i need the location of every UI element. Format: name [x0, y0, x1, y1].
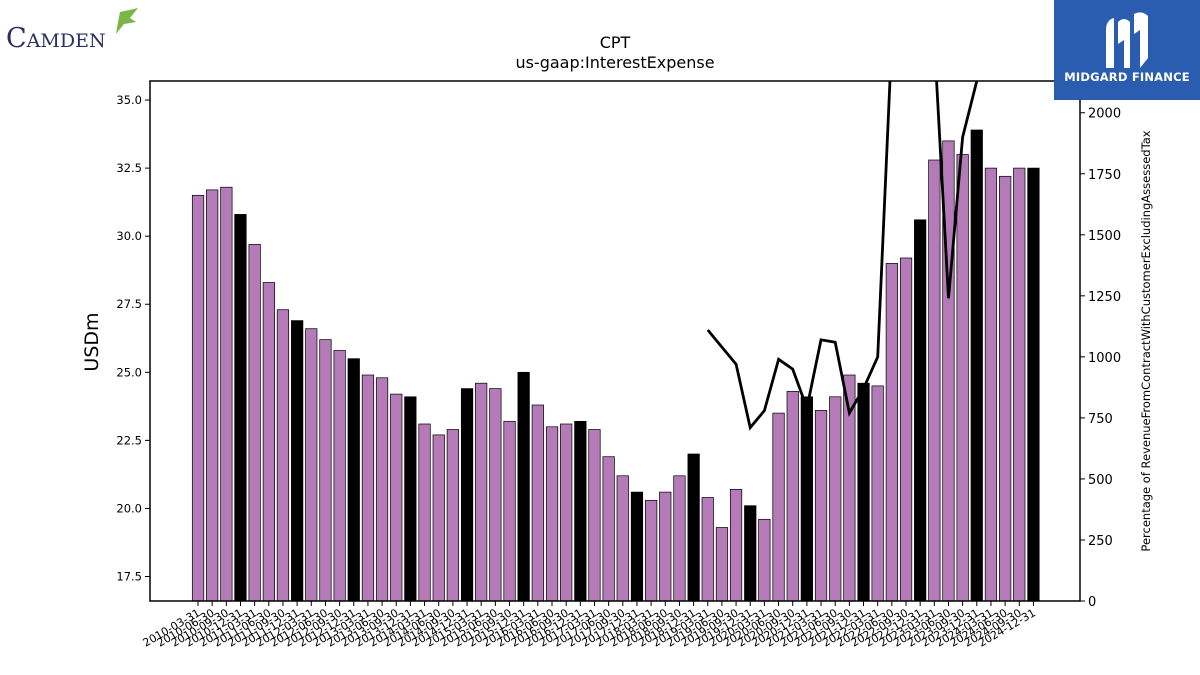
bar	[899, 257, 913, 602]
bar	[319, 339, 332, 602]
y2-tick-label: 750	[1088, 412, 1113, 427]
bar	[206, 189, 219, 602]
bar	[531, 404, 544, 602]
bar	[560, 423, 573, 602]
bar	[574, 420, 587, 602]
bar	[616, 475, 629, 602]
bar	[234, 214, 247, 602]
y2-tick-label: 250	[1088, 534, 1113, 549]
chart-subtitle: us-gaap:InterestExpense	[515, 53, 714, 72]
bar	[970, 129, 983, 602]
bar	[432, 434, 445, 602]
bar	[333, 350, 346, 602]
plot-frame	[149, 80, 1081, 602]
bar	[645, 499, 658, 602]
line-group	[706, 81, 979, 431]
bar	[446, 429, 459, 602]
bar	[829, 396, 842, 602]
bar	[588, 429, 601, 602]
bar	[800, 396, 813, 602]
bar	[729, 489, 743, 602]
bar	[262, 282, 275, 602]
y2-tick-label: 1500	[1088, 229, 1121, 244]
y-tick-label: 27.5	[116, 297, 142, 311]
bar	[984, 167, 998, 602]
bar	[291, 320, 304, 602]
bar	[1027, 167, 1040, 602]
bar	[758, 518, 771, 602]
bar	[390, 393, 403, 602]
y-tick-label: 25.0	[116, 365, 142, 379]
bar	[545, 426, 559, 602]
bar	[659, 491, 672, 602]
y-tick-label: 20.0	[116, 501, 142, 515]
bar	[460, 388, 474, 602]
bar	[503, 420, 516, 602]
bar	[914, 219, 927, 602]
bar	[220, 186, 233, 602]
camden-logo-text: Camden	[6, 23, 106, 54]
y-axis-label: USDm	[81, 312, 103, 371]
hummingbird-icon	[116, 8, 138, 34]
bar	[418, 423, 431, 602]
bar	[1013, 167, 1026, 602]
y2-tick-label: 1250	[1088, 290, 1121, 305]
bar	[517, 371, 530, 602]
y-tick-label: 32.5	[116, 161, 142, 175]
bar	[956, 154, 969, 602]
y2-tick-label: 1000	[1088, 351, 1121, 366]
bar	[885, 263, 898, 602]
bar	[715, 527, 729, 602]
bar	[630, 491, 644, 602]
bars-group	[191, 129, 1040, 602]
bar	[744, 505, 757, 602]
bar	[248, 244, 261, 602]
bar	[673, 475, 686, 602]
y-tick-label: 30.0	[116, 229, 142, 243]
bar	[602, 456, 615, 602]
bar	[814, 410, 828, 602]
bar	[772, 412, 785, 602]
bar	[489, 388, 502, 602]
bar	[276, 309, 290, 602]
y2-axis-label: Percentage of RevenueFromContractWithCus…	[1139, 130, 1153, 551]
y-tick-label: 22.5	[116, 433, 142, 447]
bar	[191, 194, 205, 602]
bar	[375, 377, 389, 602]
bar	[701, 497, 714, 602]
bar	[786, 391, 799, 602]
midgard-mark-icon	[1106, 12, 1148, 68]
camden-logo: Camden	[6, 8, 146, 54]
midgard-logo: MIDGARD FINANCE	[1054, 0, 1200, 100]
bar	[475, 382, 488, 602]
bar	[871, 385, 884, 602]
line-series	[706, 81, 979, 431]
axes-group: 17.5 20.0 22.5 25.0 27.5 30.0 32.5 35.0 0 250 500 7…	[116, 80, 1121, 650]
bar	[857, 382, 870, 602]
y-tick-label: 35.0	[116, 93, 142, 107]
bar	[687, 453, 700, 602]
bar	[347, 358, 360, 602]
y2-tick-label: 1750	[1088, 168, 1121, 183]
bar	[928, 159, 941, 602]
y2-tick-label: 500	[1088, 473, 1113, 488]
y-tick-label: 17.5	[116, 569, 142, 583]
chart-title: CPT	[600, 33, 631, 52]
y2-tick-label: 2000	[1088, 107, 1121, 122]
y2-tick-label: 0	[1088, 595, 1096, 610]
bar	[999, 175, 1012, 602]
bar	[404, 396, 417, 602]
bar	[305, 328, 318, 602]
midgard-logo-text: MIDGARD FINANCE	[1064, 70, 1190, 84]
bar	[361, 374, 375, 602]
